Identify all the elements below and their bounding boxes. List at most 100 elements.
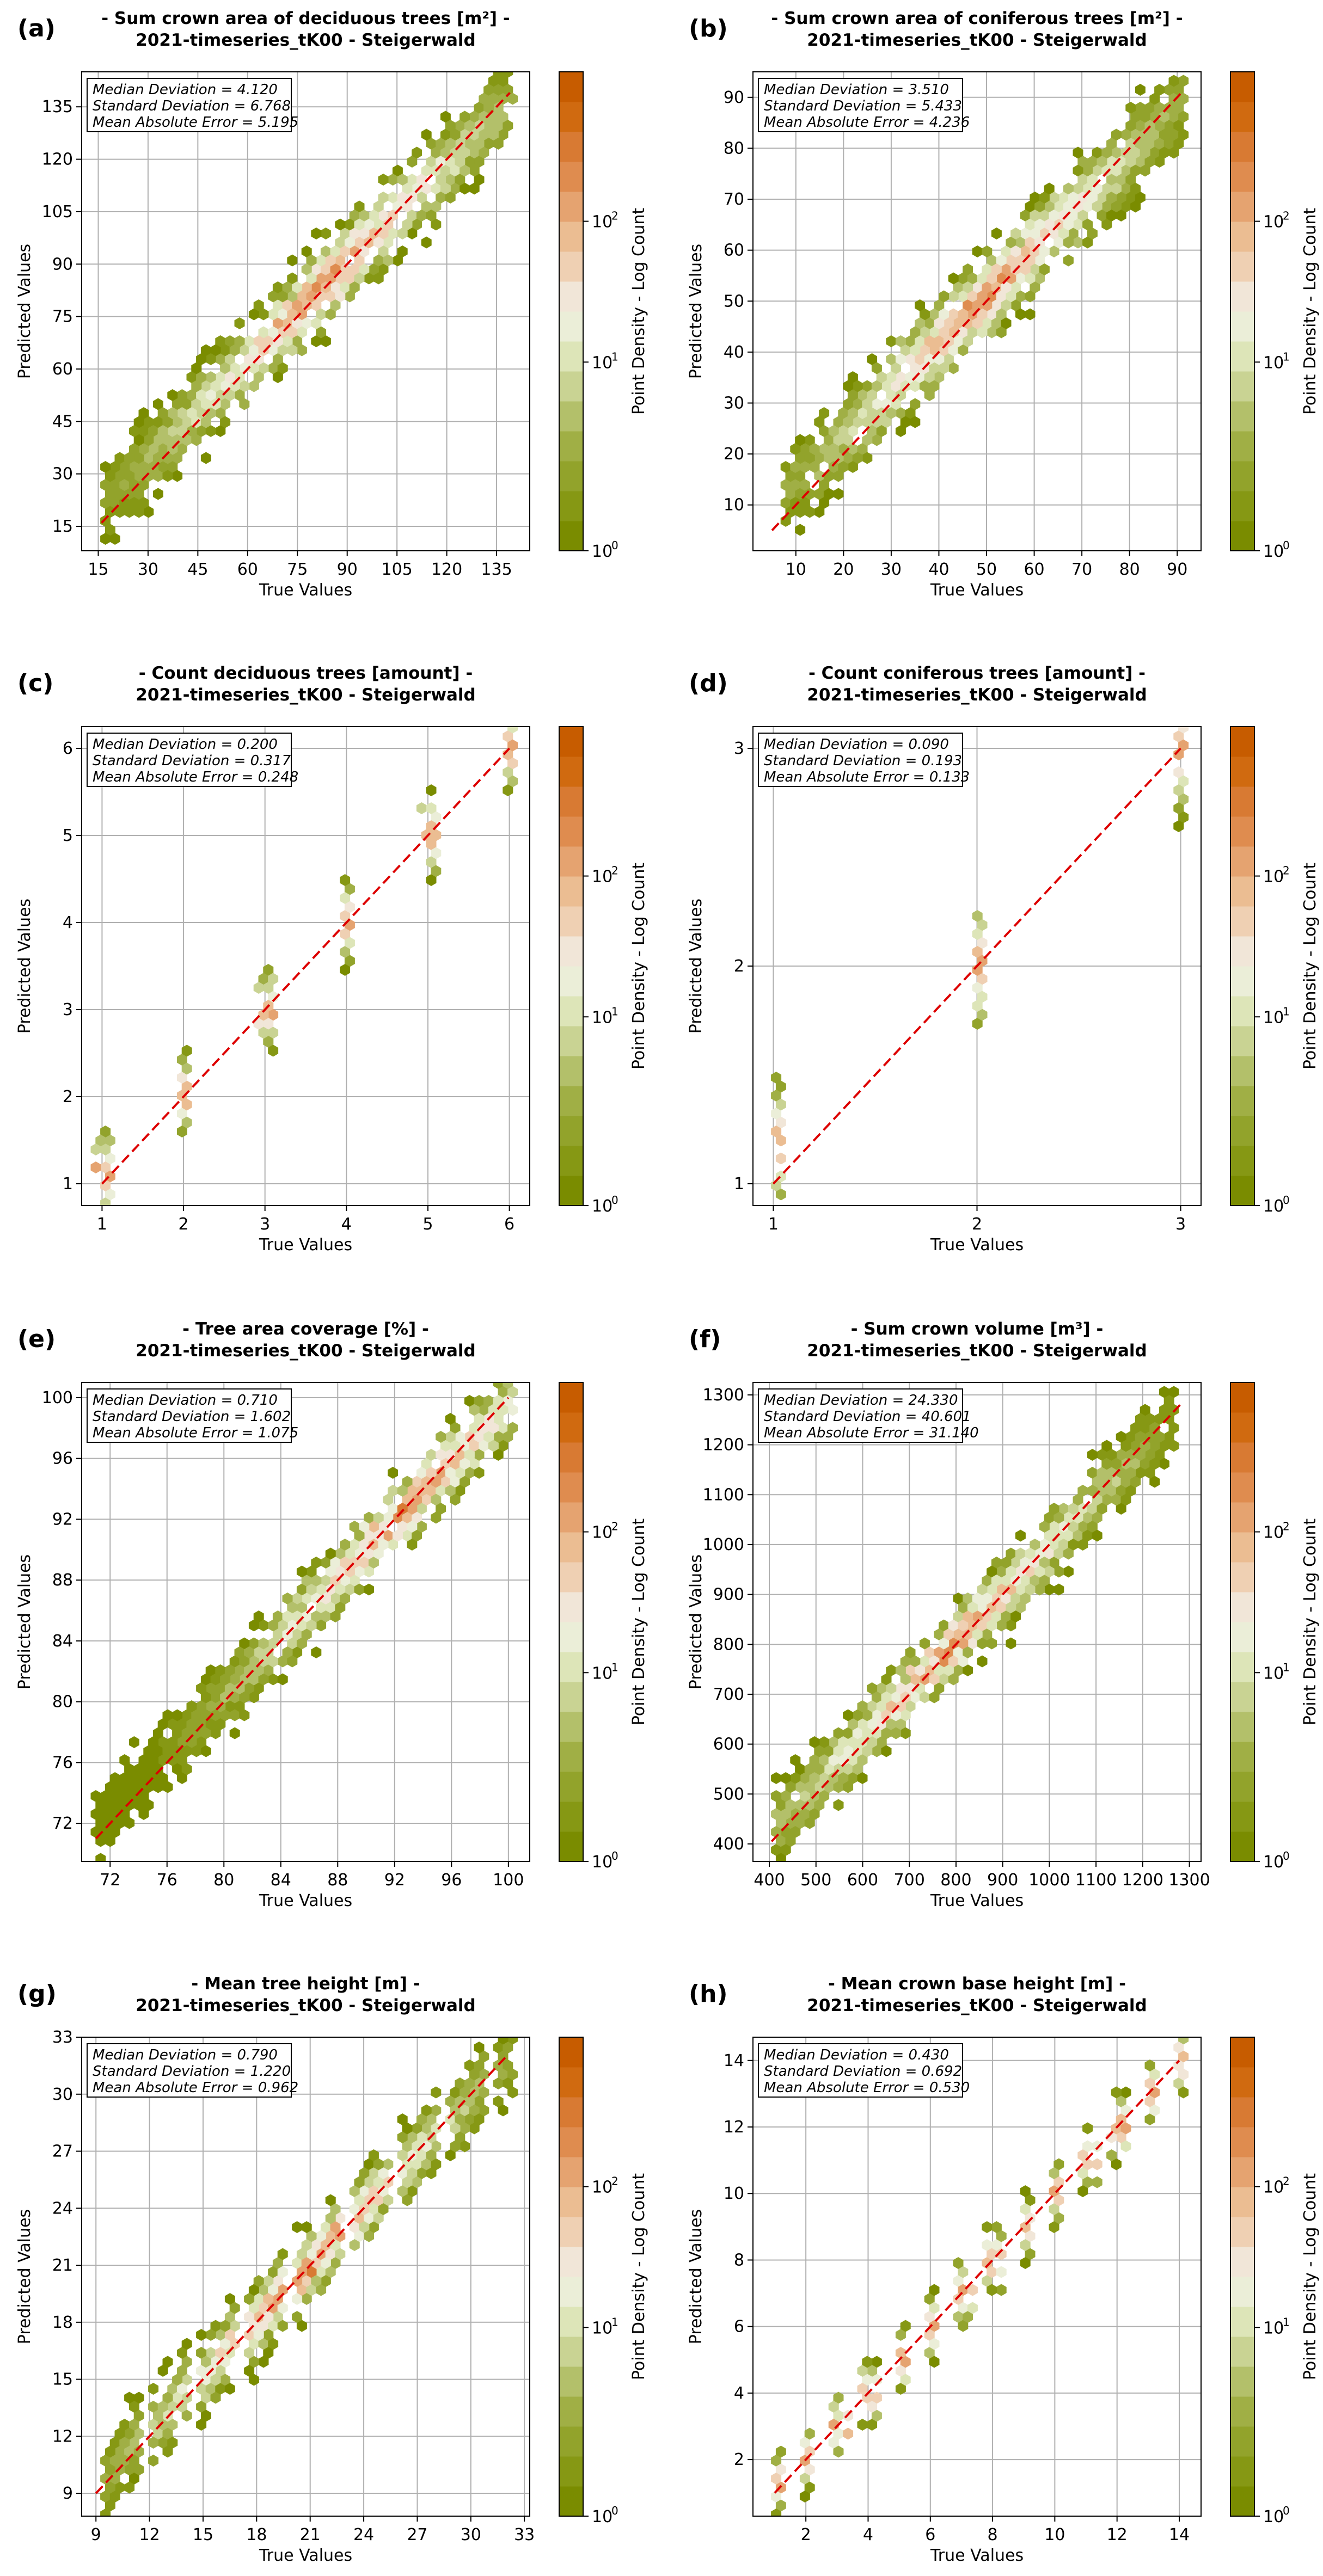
hexbin-cell: [109, 1772, 120, 1784]
colorbar-tick-label: 10: [592, 1853, 612, 1872]
hexbin-cell: [1120, 2086, 1131, 2099]
x-tick-label: 27: [407, 2525, 427, 2544]
hexbin-cell: [953, 2275, 964, 2287]
hexbin-cell: [799, 2437, 810, 2449]
hexbin-cell: [479, 2068, 489, 2081]
hexbin-cell: [440, 1475, 451, 1488]
hexbin-cell: [967, 2302, 978, 2314]
colorbar-segment: [1230, 1742, 1254, 1772]
colorbar-tick-label: 10: [1263, 2319, 1284, 2338]
hexbin-cell: [1044, 182, 1055, 195]
hexbin-cell: [895, 1664, 906, 1676]
hexbin-cell: [1168, 1404, 1179, 1416]
hexbin-cell: [200, 380, 211, 392]
hexbin-cell: [924, 2293, 935, 2305]
hexbin-cell: [349, 1521, 360, 1533]
hexbin-cell: [474, 2095, 485, 2107]
hexbin-cell: [867, 1718, 878, 1730]
hexbin-cell: [996, 290, 1007, 303]
hexbin-cell: [124, 2463, 135, 2476]
hexbin-cell: [272, 353, 283, 365]
hexbin-cell: [1082, 2176, 1093, 2188]
hexbin-cell: [1044, 1511, 1055, 1524]
hexbin-cell: [354, 1583, 365, 1596]
hexbin-cell: [828, 443, 839, 455]
stats-line: Mean Absolute Error = 5.195: [93, 114, 298, 131]
hexbin-cell: [1120, 1475, 1131, 1488]
hexbin-cell: [364, 1547, 375, 1560]
colorbar-tick-exponent: 1: [1283, 350, 1290, 363]
y-tick-label: 80: [724, 139, 744, 158]
hexbin-cell: [1082, 2122, 1093, 2135]
hexbin-cell: [886, 371, 897, 383]
colorbar-segment: [559, 431, 583, 462]
hexbin-cell: [1092, 200, 1102, 213]
hexbin-cell: [838, 1736, 849, 1748]
hexbin-cell: [157, 2365, 168, 2377]
hexbin-cell: [186, 1718, 197, 1730]
chart-title: - Sum crown area of deciduous trees [m²]…: [101, 9, 510, 28]
hexbin-cell: [833, 2391, 844, 2404]
hexbin-cell: [172, 470, 183, 482]
hexbin-cell: [1159, 128, 1169, 141]
hexbin-cell: [354, 218, 365, 231]
hexbin-cell: [311, 299, 322, 311]
hexbin-cell: [172, 434, 183, 446]
hexbin-cell: [1149, 2104, 1160, 2117]
hexbin-cell: [431, 2140, 442, 2153]
hexbin-cell: [282, 317, 293, 329]
colorbar-frame: [1230, 2037, 1255, 2517]
hexbin-cell: [325, 2194, 336, 2206]
hexbin-cell: [455, 1485, 465, 1497]
hexbin-cell: [1178, 793, 1189, 806]
hexbin-cell: [445, 192, 456, 204]
hexbin-cell: [340, 946, 351, 958]
hexbin-cell: [181, 1763, 192, 1775]
hexbin-cell: [455, 1431, 465, 1443]
y-tick-label: 15: [52, 517, 73, 536]
hexbin-cell: [368, 228, 379, 239]
hexbin-cell: [383, 254, 394, 267]
hexbin-cell: [186, 407, 197, 419]
x-tick-label: 60: [1024, 560, 1044, 579]
hexbin-cell: [958, 2302, 969, 2314]
x-tick-label: 88: [327, 1871, 348, 1890]
x-tick-label: 8: [988, 2525, 998, 2544]
x-tick-label: 1000: [1028, 1871, 1070, 1890]
hexbin-cell: [1178, 2068, 1189, 2081]
hexbin-cell: [857, 407, 868, 419]
hexbin-cell: [958, 2266, 969, 2278]
hexbin-cell: [152, 416, 163, 428]
hexbin-cell: [152, 1763, 163, 1775]
identity-line: [95, 2055, 507, 2494]
hexbin-cell: [128, 443, 139, 455]
hexbin-cell: [823, 1745, 834, 1757]
hexbin-cell: [416, 174, 427, 186]
colorbar-segment: [559, 401, 583, 432]
identity-line: [101, 747, 511, 1185]
hexbin-cell: [176, 1054, 187, 1066]
hexbin-cell: [138, 425, 149, 437]
hexbin-cell: [292, 2293, 303, 2305]
hexbin-cell: [344, 955, 355, 967]
hexbin-cell: [862, 452, 873, 464]
hexbin-cell: [843, 452, 854, 464]
hexbin-cell: [176, 1072, 187, 1084]
hexbin-cell: [105, 1799, 115, 1811]
colorbar-segment: [1230, 1622, 1254, 1652]
hexbin-cell: [364, 2212, 375, 2224]
hexbin-cell: [167, 389, 178, 401]
hexbin-cell: [239, 1655, 250, 1668]
hexbin-cell: [105, 1188, 115, 1201]
colorbar-segment: [1230, 1562, 1254, 1593]
hexbin-cell: [1063, 254, 1074, 267]
colorbar-tick-exponent: 0: [611, 2504, 618, 2517]
hexbin-cell: [987, 254, 997, 267]
chart-panel-a: (a) - Sum crown area of deciduous trees […: [15, 9, 648, 600]
hexbin-cell: [124, 2391, 135, 2404]
hexbin-cell: [1077, 210, 1088, 222]
hexbin-cell: [924, 335, 935, 347]
hexbin-cell: [282, 1593, 293, 1604]
hexbin-cell: [1116, 1431, 1126, 1443]
hexbin-cell: [210, 2356, 221, 2368]
